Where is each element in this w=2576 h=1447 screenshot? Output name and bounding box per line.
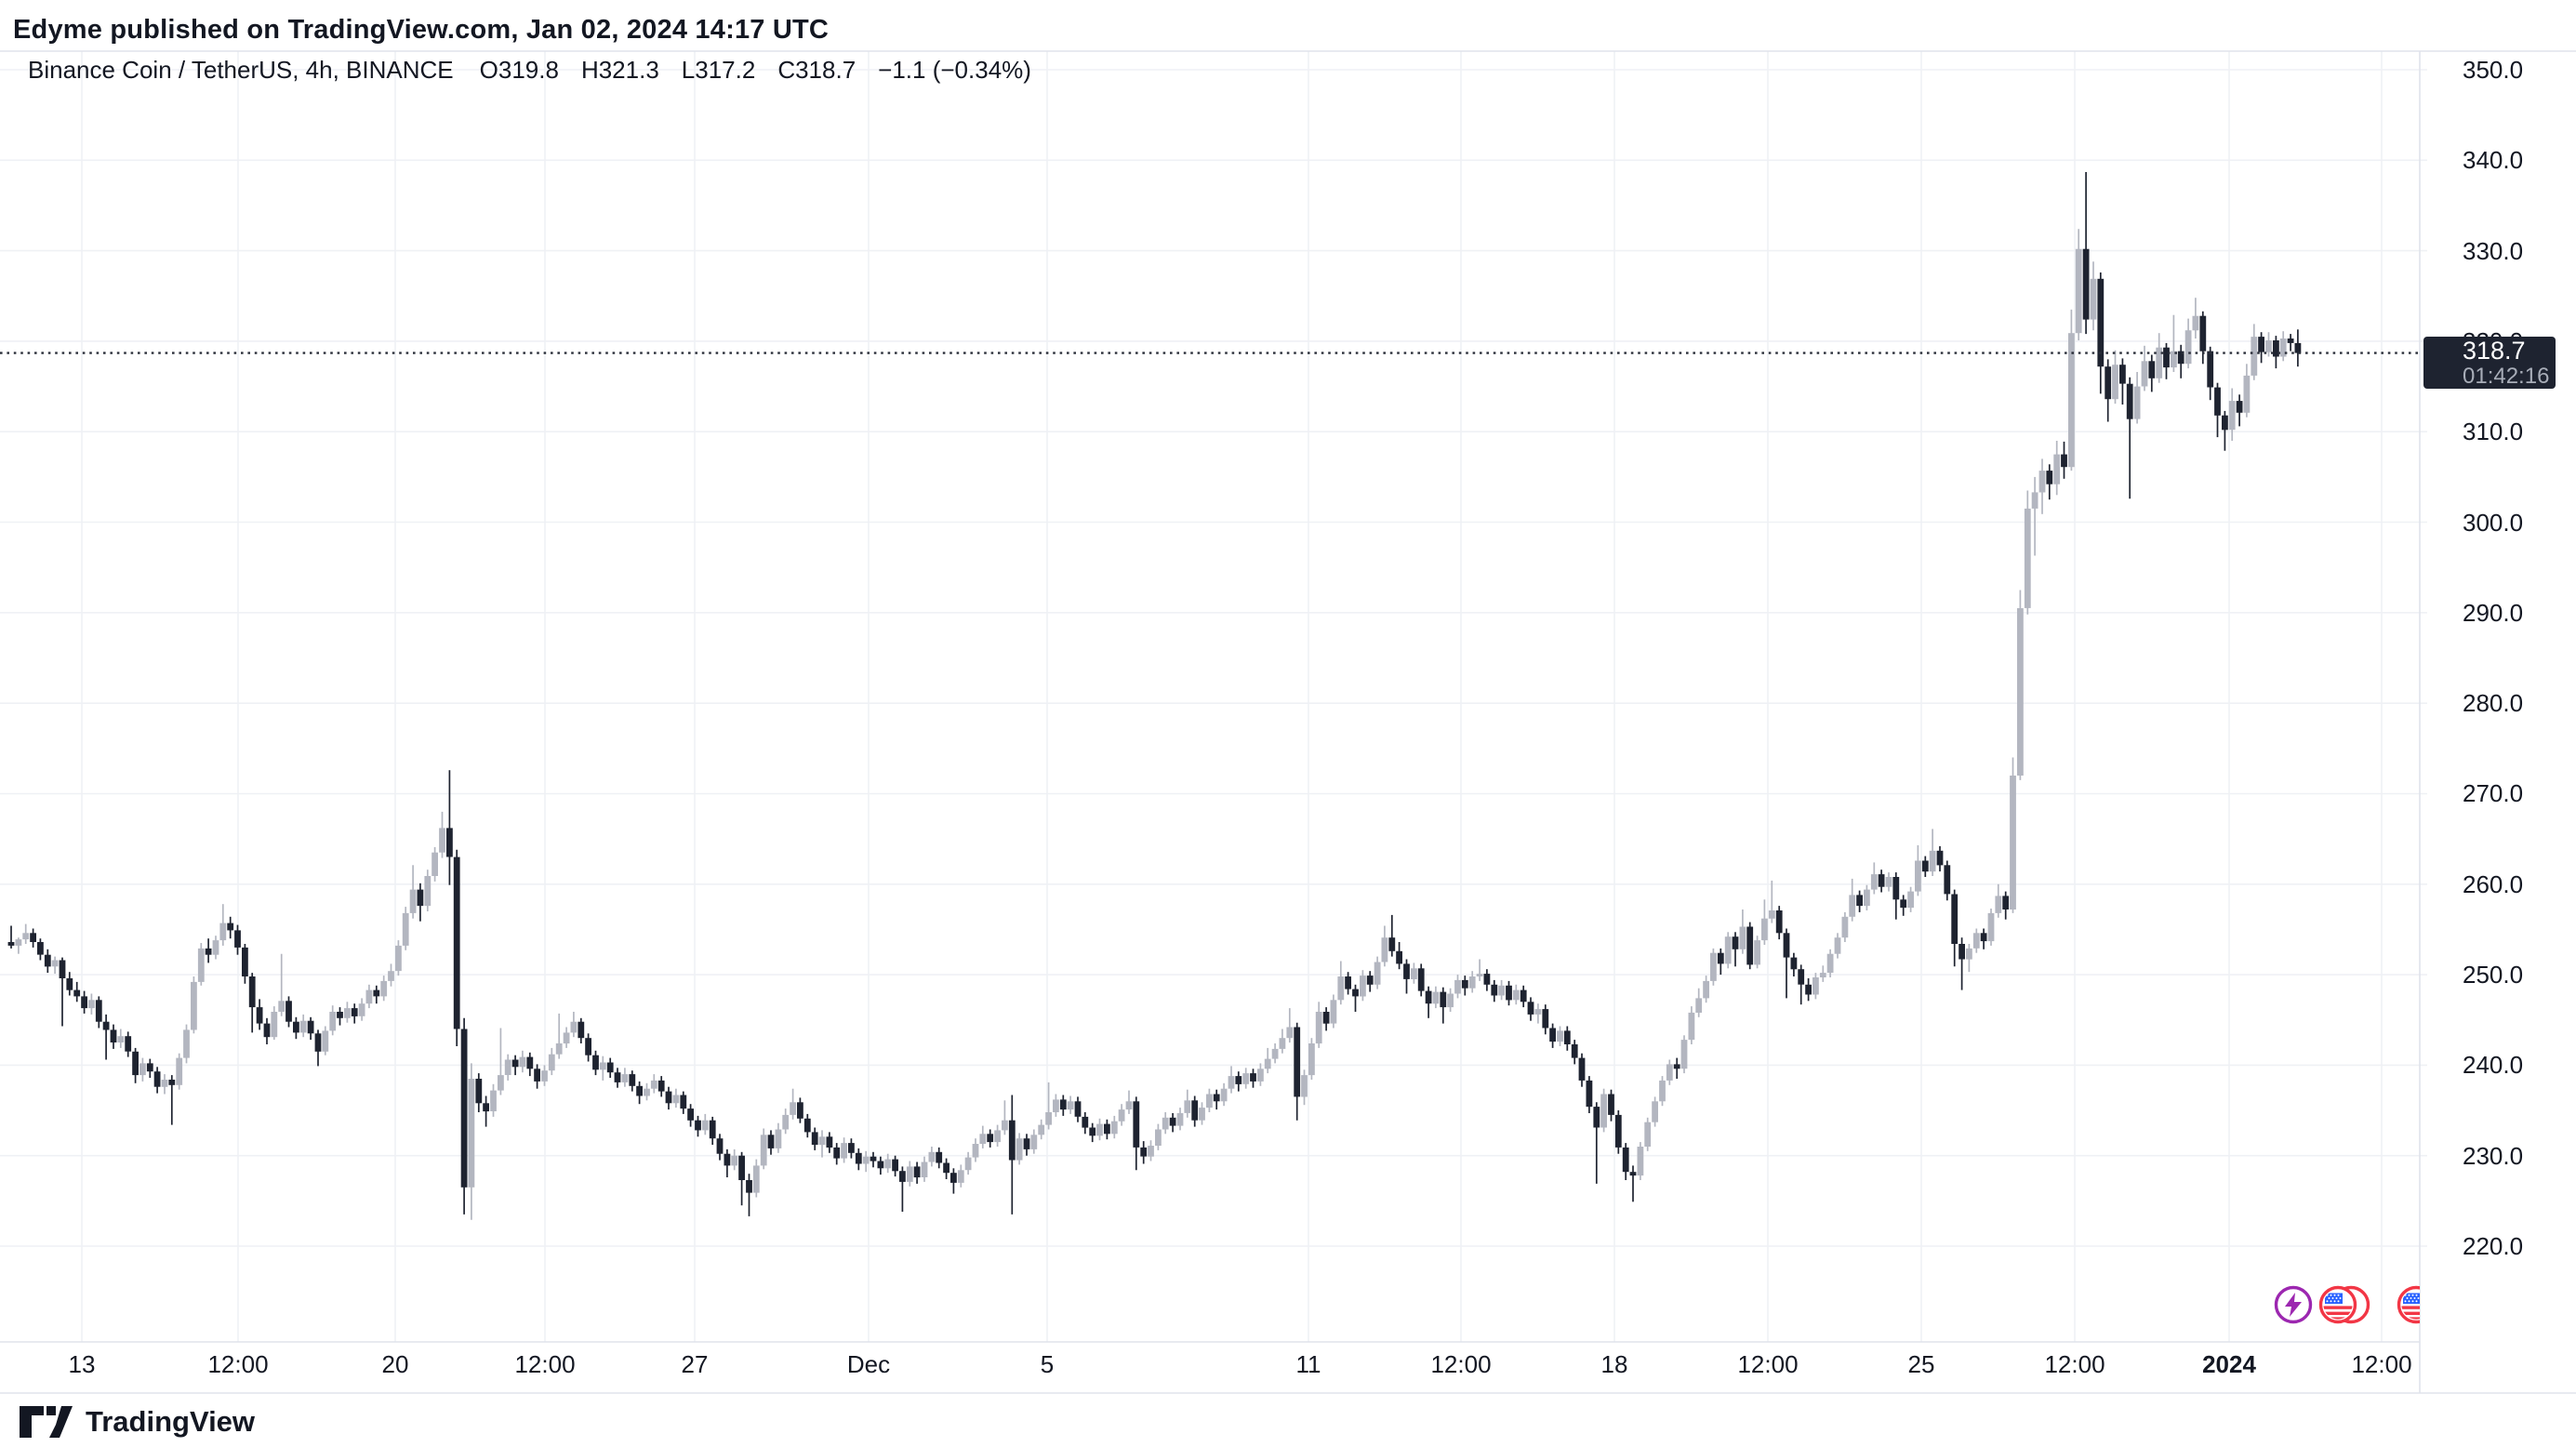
lightning-event-icon[interactable] [2273,1284,2314,1330]
price-axis-label: 330.0 [2463,236,2524,265]
price-axis-label: 280.0 [2463,689,2524,718]
price-axis-label: 270.0 [2463,779,2524,808]
time-axis-label: 20 [381,1350,409,1378]
time-axis-label: 12:00 [1737,1350,1799,1378]
time-axis-label: 12:00 [1430,1350,1492,1378]
time-axis-label: 11 [1295,1350,1321,1378]
price-axis-label: 220.0 [2463,1232,2524,1260]
time-axis-label: 27 [681,1350,709,1378]
time-axis-label: 25 [1907,1350,1935,1378]
price-axis-label: 250.0 [2463,961,2524,989]
last-price-badge[interactable]: 318.7 01:42:16 [2423,336,2556,390]
publish-header: Edyme published on TradingView.com, Jan … [13,15,830,45]
time-axis-label: 13 [68,1350,96,1378]
legend-close: C318.7 [777,56,856,84]
tradingview-logo-icon [20,1406,73,1438]
chart-legend: Binance Coin / TetherUS, 4h, BINANCE O31… [28,56,1031,85]
time-axis-label: 12:00 [2351,1350,2412,1378]
legend-low: L317.2 [681,56,756,84]
time-axis-label: 2024 [2202,1350,2256,1378]
price-axis-label: 350.0 [2463,56,2524,84]
time-axis-label: Dec [846,1350,891,1378]
legend-open: O319.8 [479,56,559,84]
us-flag-event-icon-clipped[interactable] [2396,1284,2420,1325]
price-axis-label: 290.0 [2463,598,2524,627]
time-axis-label: 5 [1040,1350,1055,1378]
symbol-title: Binance Coin / TetherUS, 4h, BINANCE [28,56,454,84]
tradingview-branding[interactable]: TradingView [19,1405,255,1439]
legend-change: −1.1 (−0.34%) [878,56,1031,84]
time-axis-label: 12:00 [2044,1350,2105,1378]
time-axis-label: 12:00 [207,1350,269,1378]
time-axis-label: 12:00 [514,1350,576,1378]
us-flag-event-icon[interactable] [2317,1284,2373,1330]
tradingview-wordmark: TradingView [86,1405,256,1438]
price-axis-label: 300.0 [2463,508,2524,537]
time-axis-label: 18 [1600,1350,1628,1378]
price-axis-label: 340.0 [2463,146,2524,175]
last-price-value: 318.7 [2463,336,2526,365]
legend-high: H321.3 [580,56,659,84]
price-axis-label: 240.0 [2463,1051,2524,1080]
candle-countdown: 01:42:16 [2463,363,2550,389]
price-axis-label: 230.0 [2463,1141,2524,1170]
price-axis-label: 260.0 [2463,870,2524,898]
price-axis-label: 310.0 [2463,418,2524,446]
